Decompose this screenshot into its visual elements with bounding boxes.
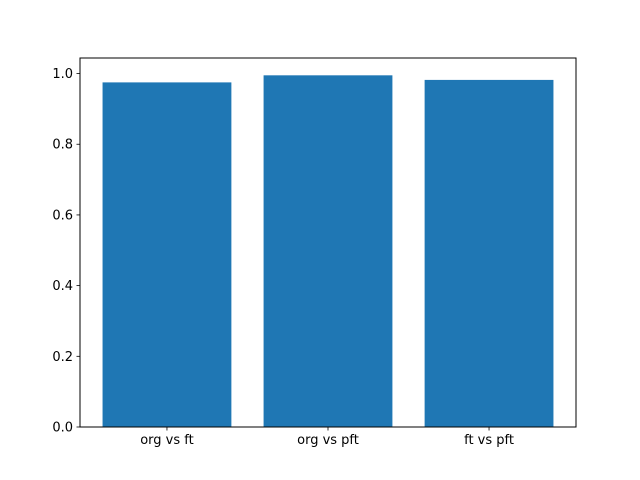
y-tick-label: 0.0 [52,421,73,436]
x-tick-label: org vs ft [140,433,194,448]
x-tick-label: ft vs pft [464,433,514,448]
bar-org-vs-pft [263,75,393,427]
bar-org-vs-ft [102,82,232,427]
y-tick-label: 1.0 [52,67,73,82]
y-tick-label: 0.4 [52,279,73,294]
y-tick-label: 0.2 [52,350,73,365]
y-tick-label: 0.6 [52,208,73,223]
y-tick-label: 0.8 [52,138,73,153]
bar-ft-vs-pft [424,79,554,427]
axes-frame [79,57,577,428]
x-tick-label: org vs pft [297,433,359,448]
